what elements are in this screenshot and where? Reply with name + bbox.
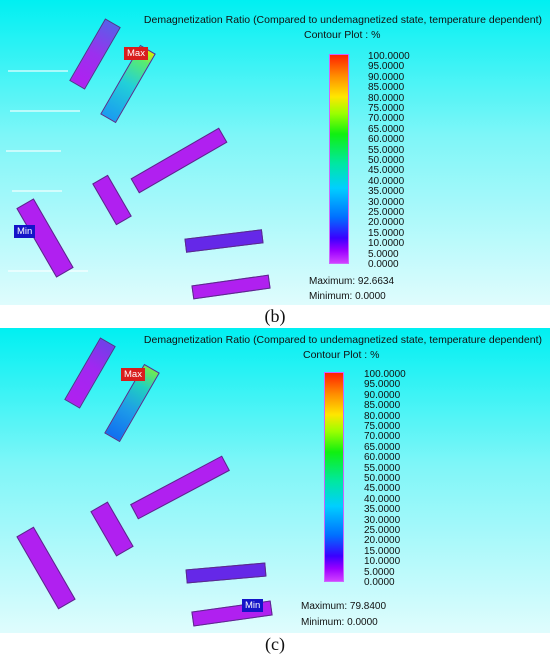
panel-caption-b: (b) xyxy=(264,306,286,326)
min-marker: Min xyxy=(242,599,264,612)
scale-tick: 75.0000 xyxy=(364,421,401,432)
minimum-value: Minimum: 0.0000 xyxy=(301,617,378,628)
color-scale-bar xyxy=(325,373,343,581)
scale-tick: 50.0000 xyxy=(368,155,405,166)
scale-tick: 5.0000 xyxy=(368,248,399,260)
scale-tick: 10.0000 xyxy=(368,238,405,250)
scale-tick: 70.0000 xyxy=(364,431,401,443)
scale-tick: 55.0000 xyxy=(368,144,405,156)
magnet-segment xyxy=(130,127,228,194)
scale-tick: 75.0000 xyxy=(368,103,405,114)
scale-tick: 40.0000 xyxy=(368,175,405,187)
plot-title: Demagnetization Ratio (Compared to undem… xyxy=(143,14,542,26)
color-scale-bar xyxy=(330,55,348,263)
scale-tick: 65.0000 xyxy=(364,441,401,453)
scale-tick: 80.0000 xyxy=(368,92,405,104)
scale-tick: 60.0000 xyxy=(368,134,405,146)
magnet-segment xyxy=(191,274,271,300)
scale-tick: 95.0000 xyxy=(368,61,405,73)
scale-tick: 15.0000 xyxy=(364,545,401,557)
contour-plot-panel-b: Demagnetization Ratio (Compared to undem… xyxy=(0,0,550,305)
scale-tick: 80.0000 xyxy=(364,410,401,422)
magnet-segment xyxy=(185,562,267,584)
magnet-segment xyxy=(16,198,74,278)
scale-tick: 30.0000 xyxy=(368,196,405,208)
contour-plot-panel-c: Demagnetization Ratio (Compared to undem… xyxy=(0,328,550,633)
scale-tick: 30.0000 xyxy=(364,514,401,526)
scale-tick: 90.0000 xyxy=(368,71,405,83)
scale-tick: 70.0000 xyxy=(368,113,405,125)
minimum-value: Minimum: 0.0000 xyxy=(309,291,386,302)
magnet-segment xyxy=(90,501,134,557)
scale-tick: 55.0000 xyxy=(364,462,401,474)
maximum-value: Maximum: 92.6634 xyxy=(309,276,395,287)
scale-tick: 60.0000 xyxy=(364,452,401,464)
scale-tick: 95.0000 xyxy=(364,379,401,391)
scale-tick: 20.0000 xyxy=(364,535,401,547)
scale-tick: 15.0000 xyxy=(368,227,405,239)
scale-tick: 65.0000 xyxy=(368,123,405,135)
magnet-segment xyxy=(184,229,264,253)
scale-tick: 50.0000 xyxy=(364,473,401,484)
plot-subtitle: Contour Plot : % xyxy=(304,29,381,41)
scale-tick: 20.0000 xyxy=(368,217,405,229)
magnet-segment xyxy=(16,526,76,610)
maximum-value: Maximum: 79.8400 xyxy=(301,601,387,612)
scale-tick: 25.0000 xyxy=(364,525,401,536)
max-marker: Max xyxy=(124,47,148,60)
scale-tick: 100.0000 xyxy=(364,369,406,380)
scale-tick: 5.0000 xyxy=(364,566,395,578)
scale-tick: 40.0000 xyxy=(364,493,401,505)
scale-tick: 25.0000 xyxy=(368,207,405,218)
scale-tick: 35.0000 xyxy=(368,186,405,198)
plot-subtitle: Contour Plot : % xyxy=(303,349,380,361)
scale-tick: 45.0000 xyxy=(368,165,405,177)
min-marker: Min xyxy=(14,225,36,238)
scale-tick: 0.0000 xyxy=(364,577,395,588)
scale-tick: 100.0000 xyxy=(368,51,410,62)
scale-tick: 85.0000 xyxy=(364,400,401,412)
magnet-segment xyxy=(69,18,121,90)
max-marker: Max xyxy=(121,368,145,381)
magnet-segment xyxy=(64,337,116,409)
scale-tick: 90.0000 xyxy=(364,389,401,401)
panel-caption-c: (c) xyxy=(265,634,285,654)
magnet-segment xyxy=(92,174,132,226)
scale-tick: 85.0000 xyxy=(368,82,405,94)
scale-tick: 0.0000 xyxy=(368,259,399,270)
scale-tick: 35.0000 xyxy=(364,504,401,516)
plot-title: Demagnetization Ratio (Compared to undem… xyxy=(143,334,542,346)
magnet-segment xyxy=(130,455,230,520)
scale-tick: 45.0000 xyxy=(364,483,401,495)
scale-tick: 10.0000 xyxy=(364,556,401,568)
